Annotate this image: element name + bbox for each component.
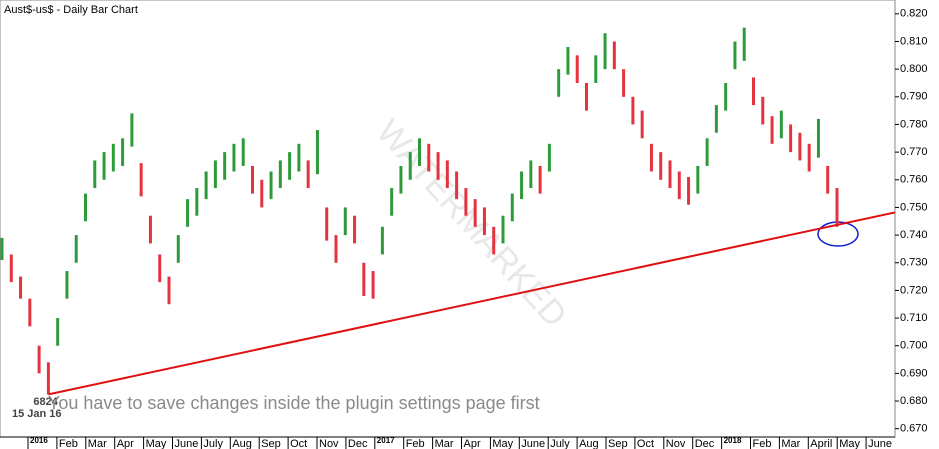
- y-tick-label: 0.790: [900, 91, 928, 103]
- y-tick-label: 0.720: [900, 284, 928, 296]
- y-tick-label: 0.700: [900, 340, 928, 352]
- x-tick-label: 2018: [724, 436, 742, 445]
- x-tick-label: June: [521, 438, 545, 449]
- x-tick-label: Aug: [232, 438, 252, 449]
- x-tick-label: May: [839, 438, 860, 449]
- low-value-label: 6824: [33, 396, 58, 408]
- x-tick-label: Feb: [753, 438, 772, 449]
- y-tick-label: 0.780: [900, 118, 928, 130]
- y-tick-label: 0.680: [900, 395, 928, 407]
- x-tick-label: Nov: [666, 438, 686, 449]
- x-tick-label: Oct: [290, 438, 307, 449]
- x-tick-label: Nov: [319, 438, 339, 449]
- x-tick-label: Mar: [781, 438, 800, 449]
- y-tick-label: 0.750: [900, 201, 928, 213]
- x-tick-label: Sep: [261, 438, 281, 449]
- x-tick-label: April: [810, 438, 832, 449]
- x-tick-label: Mar: [435, 438, 454, 449]
- y-tick-label: 0.730: [900, 257, 928, 269]
- x-tick-label: Apr: [464, 438, 481, 449]
- y-tick-label: 0.710: [900, 312, 928, 324]
- x-tick-label: Dec: [348, 438, 368, 449]
- x-tick-label: 2017: [377, 436, 395, 445]
- x-tick-label: Aug: [579, 438, 599, 449]
- x-tick-label: Feb: [406, 438, 425, 449]
- x-tick-label: Sep: [608, 438, 628, 449]
- chart-title: Aust$-us$ - Daily Bar Chart: [4, 4, 138, 16]
- trend-line: [48, 211, 896, 396]
- x-tick-label: July: [550, 438, 570, 449]
- notice-overlay: You have to save changes inside the plug…: [48, 393, 540, 413]
- x-tick-label: Dec: [695, 438, 715, 449]
- y-tick-label: 0.740: [900, 229, 928, 241]
- low-date-label: 15 Jan 16: [12, 408, 62, 420]
- x-tick-label: May: [492, 438, 513, 449]
- x-tick-label: Mar: [88, 438, 107, 449]
- y-tick-label: 0.770: [900, 146, 928, 158]
- x-tick-label: Feb: [59, 438, 78, 449]
- x-tick-label: June: [175, 438, 199, 449]
- y-tick-label: 0.670: [900, 423, 928, 435]
- y-tick-label: 0.760: [900, 174, 928, 186]
- x-tick-label: Apr: [117, 438, 134, 449]
- x-tick-label: June: [868, 438, 892, 449]
- x-tick-label: May: [146, 438, 167, 449]
- x-tick-label: Oct: [637, 438, 654, 449]
- y-tick-label: 0.800: [900, 63, 928, 75]
- y-tick-label: 0.690: [900, 367, 928, 379]
- y-tick-label: 0.810: [900, 35, 928, 47]
- x-tick-label: 2016: [30, 436, 48, 445]
- x-tick-label: July: [203, 438, 223, 449]
- y-tick-label: 0.820: [900, 8, 928, 20]
